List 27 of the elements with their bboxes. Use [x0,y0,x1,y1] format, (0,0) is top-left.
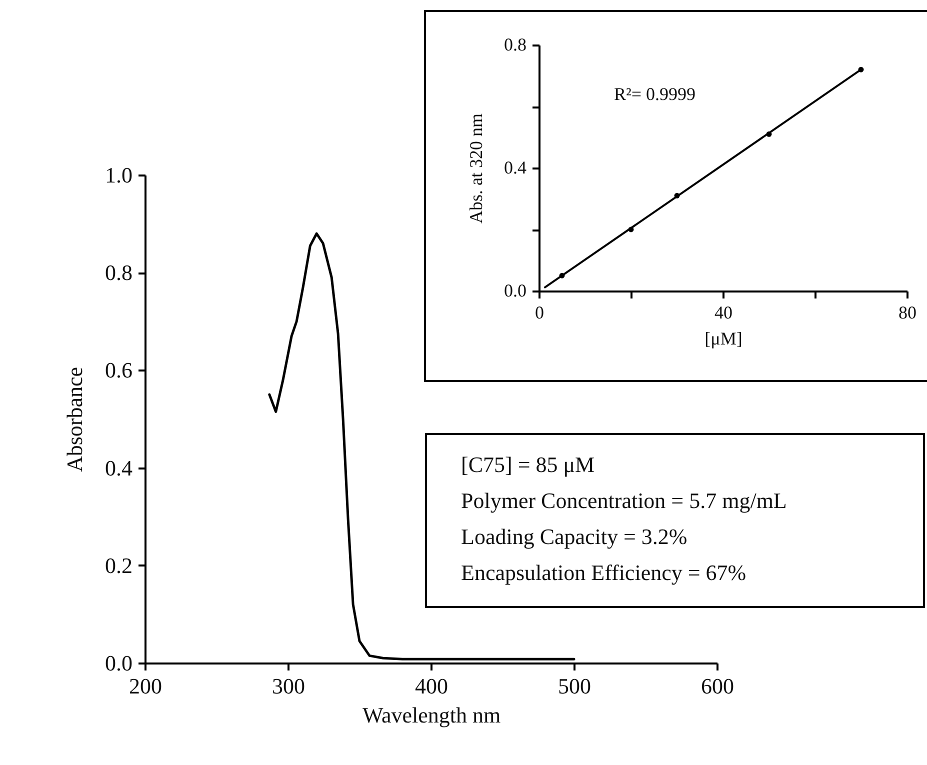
annotation: [C75] = 85 μM [461,451,596,479]
y-axis-title: Absorbance [62,366,87,472]
x-tick-label: 500 [558,674,591,698]
y-tick-label: 0.2 [105,552,132,578]
annotation: R²= 0.9999 [614,84,696,105]
y-tick-label: 0.0 [504,280,526,300]
x-tick-label: 600 [701,674,734,698]
x-axis-title: [μM] [704,328,742,348]
y-tick-label: 0.6 [105,358,132,383]
x-tick-label: 300 [272,674,305,698]
x-tick-label: 0 [535,302,544,322]
y-axis-title: Abs. at 320 nm [466,114,486,224]
y-tick-label: 0.0 [105,650,132,676]
y-tick-label: 0.4 [504,158,526,178]
y-tick-label: 0.8 [504,34,526,54]
y-tick-label: 0.8 [105,260,132,286]
x-axis-title: Wavelength nm [362,702,501,728]
annotation: Encapsulation Efficiency = 67% [461,559,748,587]
annotation: Polymer Concentration = 5.7 mg/mL [461,487,788,515]
x-tick-label: 80 [898,302,916,322]
x-tick-label: 200 [129,674,162,698]
y-tick-label: 1.0 [105,162,132,188]
x-tick-label: 400 [415,674,448,698]
annotation: Loading Capacity = 3.2% [461,523,688,551]
y-tick-label: 0.4 [105,455,132,480]
inset-frame: 0 40 80 [μM] 0.0 0.4 0.8 Abs. at 320 nm R²= 0.9999 [424,10,927,382]
x-tick-label: 40 [714,302,732,322]
